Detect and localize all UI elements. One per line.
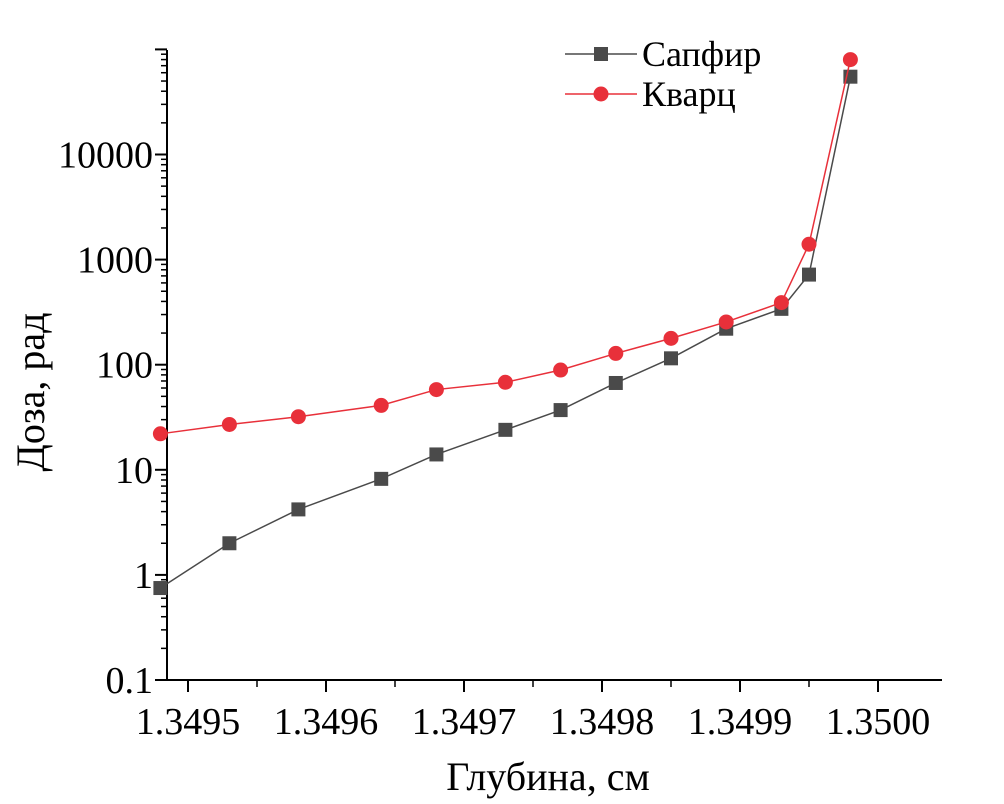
x-tick-label: 1.3499 xyxy=(688,701,793,743)
quartz-point xyxy=(152,426,168,442)
x-axis-title: Глубина, см xyxy=(446,754,650,799)
y-tick-label: 10 xyxy=(115,450,153,492)
series-quartz xyxy=(152,52,858,442)
quartz-point xyxy=(842,52,858,68)
x-tick-label: 1.3498 xyxy=(550,701,655,743)
sapphire-point xyxy=(222,536,237,551)
sapphire-point xyxy=(429,447,444,462)
sapphire-point xyxy=(802,267,816,282)
legend-label: Сапфир xyxy=(642,34,761,74)
quartz-point xyxy=(428,382,444,398)
quartz-point xyxy=(553,362,569,378)
series-layer xyxy=(152,52,858,596)
quartz-point xyxy=(221,416,237,432)
sapphire-point xyxy=(664,351,678,366)
y-tick-label: 100 xyxy=(96,345,153,387)
x-tick-label: 1.3495 xyxy=(136,701,241,743)
legend-label: Кварц xyxy=(642,74,736,114)
series-sapphire xyxy=(153,69,858,596)
y-axis-title: Доза, рад xyxy=(8,313,53,472)
sapphire-point xyxy=(553,403,568,418)
quartz-point xyxy=(718,314,734,330)
y-tick-label: 0.1 xyxy=(106,660,154,702)
sapphire-point xyxy=(498,422,513,437)
legend-marker xyxy=(594,47,608,61)
sapphire-line xyxy=(159,76,852,589)
quartz-point xyxy=(608,345,624,361)
y-tick-label: 10000 xyxy=(58,135,153,177)
x-tick-label: 1.3496 xyxy=(274,701,379,743)
x-tick-label: 1.3497 xyxy=(412,701,517,743)
y-tick-labels: 0.1 1 10 100 1000 10000 xyxy=(58,135,153,703)
y-tick-label: 1 xyxy=(134,555,153,597)
quartz-point xyxy=(497,374,513,390)
legend-marker xyxy=(593,86,609,102)
sapphire-point xyxy=(374,471,389,486)
quartz-point xyxy=(290,409,306,425)
sapphire-point xyxy=(608,375,623,390)
sapphire-point xyxy=(291,502,306,517)
x-tick-labels: 1.3495 1.3496 1.3497 1.3498 1.3499 1.3500 xyxy=(136,701,931,743)
quartz-point xyxy=(663,330,679,346)
quartz-point xyxy=(373,397,389,413)
axis-ticks xyxy=(155,48,879,692)
sapphire-point xyxy=(153,581,168,596)
x-tick-label: 1.3500 xyxy=(826,701,931,743)
quartz-point xyxy=(801,236,817,252)
y-tick-label: 1000 xyxy=(77,240,153,282)
quartz-point xyxy=(773,295,789,311)
